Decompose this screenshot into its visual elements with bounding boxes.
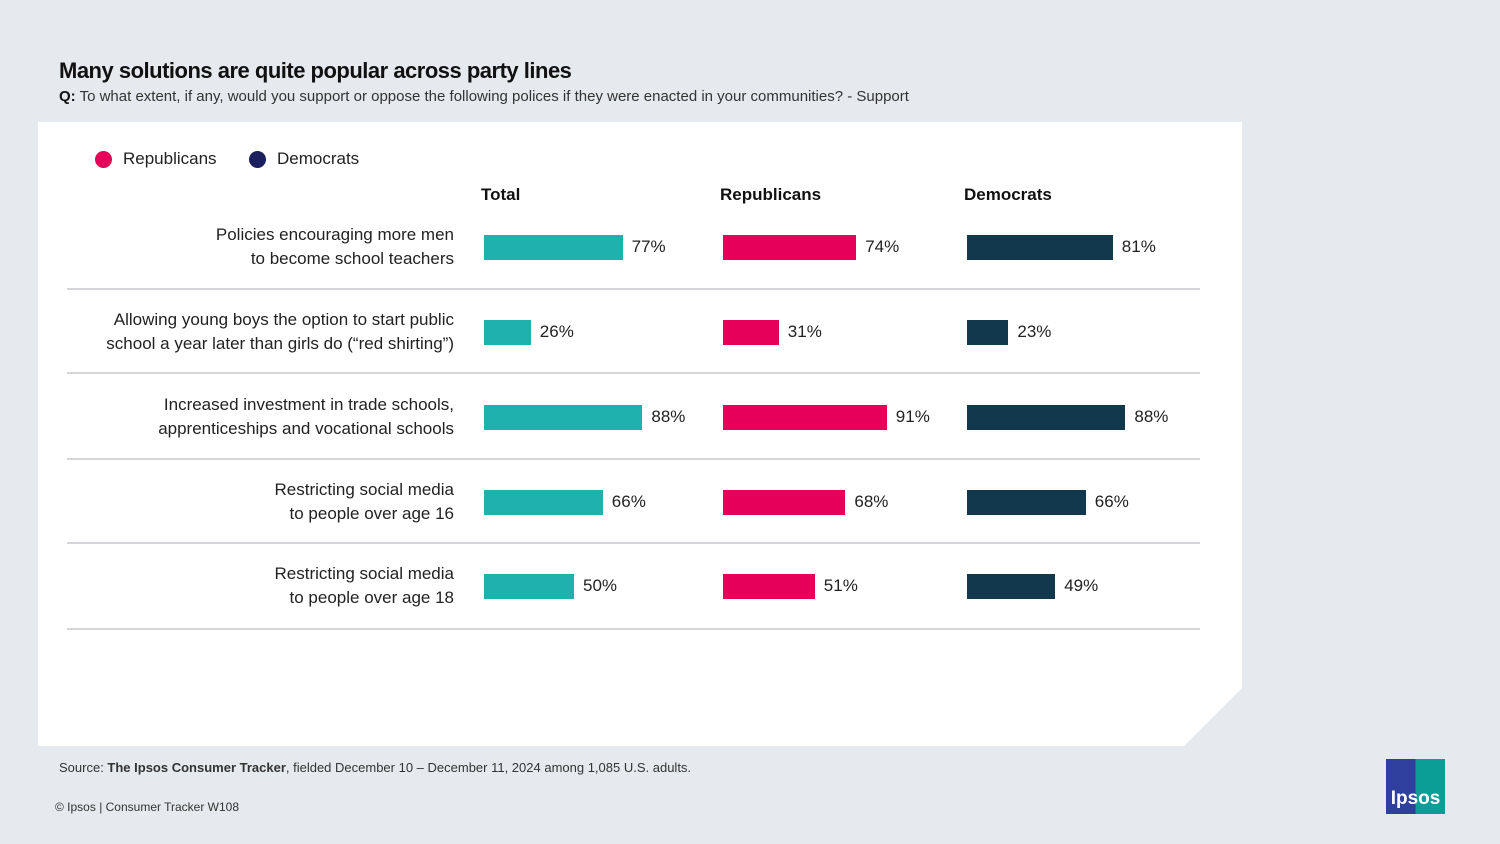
data-label: 66% [611, 492, 646, 511]
bar-democrats [967, 405, 1126, 430]
category-label: Increased investment in trade schools, ap… [34, 393, 454, 441]
data-label: 31% [787, 322, 822, 341]
bar-total [484, 490, 603, 515]
ipsos-logo: Ipsos [1386, 759, 1445, 814]
category-label-line: apprenticeships and vocational schools [158, 419, 454, 438]
bar-democrats [967, 574, 1056, 599]
row-divider [67, 628, 1200, 630]
bar-total [484, 405, 643, 430]
row-divider [67, 288, 1200, 290]
category-label-line: to people over age 18 [289, 588, 454, 607]
source-prefix: Source: [59, 760, 108, 775]
bar-republicans [723, 320, 779, 345]
data-label: 68% [854, 492, 889, 511]
category-label: Allowing young boys the option to start … [34, 308, 454, 356]
row-divider [67, 458, 1200, 460]
source-text: , fielded December 10 – December 11, 202… [285, 760, 692, 775]
column-header: Democrats [964, 185, 1052, 204]
bar-republicans [723, 490, 846, 515]
chart-subtitle: Q: To what extent, if any, would you sup… [59, 88, 909, 105]
data-label: 77% [631, 237, 666, 256]
data-label: 88% [1134, 407, 1169, 426]
legend-dot-icon [249, 150, 266, 168]
question-text: To what extent, if any, would you suppor… [79, 88, 909, 105]
question-prefix: Q: [59, 88, 76, 105]
bar-democrats [967, 235, 1113, 260]
category-label-line: Allowing young boys the option to start … [113, 310, 454, 329]
data-label: 91% [895, 407, 930, 426]
category-label-line: to people over age 16 [289, 504, 454, 523]
row-divider [67, 372, 1200, 374]
category-label-line: school a year later than girls do (“red … [106, 334, 454, 353]
category-label-line: to become school teachers [250, 249, 454, 268]
row-divider [67, 542, 1200, 544]
legend-item: Republicans [95, 149, 217, 169]
bar-democrats [967, 490, 1086, 515]
data-label: 23% [1017, 322, 1052, 341]
legend-dot-icon [95, 150, 112, 168]
bar-total [484, 320, 531, 345]
bar-democrats [967, 320, 1009, 345]
chart-title: Many solutions are quite popular across … [59, 58, 572, 83]
data-label: 50% [583, 576, 618, 595]
data-label: 51% [823, 576, 858, 595]
bar-total [484, 235, 623, 260]
source-name: The Ipsos Consumer Tracker [107, 760, 286, 775]
category-label: Restricting social media to people over a… [34, 562, 454, 610]
data-label: 49% [1064, 576, 1099, 595]
column-header: Republicans [720, 185, 822, 204]
legend-item: Democrats [249, 149, 359, 169]
category-label-line: Increased investment in trade schools, [163, 395, 454, 414]
category-label: Policies encouraging more men to become s… [34, 223, 454, 271]
category-label-line: Policies encouraging more men [215, 225, 454, 244]
data-label: 81% [1121, 237, 1156, 256]
bar-republicans [723, 405, 887, 430]
category-label-line: Restricting social media [274, 564, 454, 583]
column-header: Total [481, 185, 521, 204]
bar-total [484, 574, 574, 599]
source-note: Source: The Ipsos Consumer Tracker, fiel… [59, 760, 691, 775]
category-label-line: Restricting social media [274, 480, 454, 499]
copyright: © Ipsos | Consumer Tracker W108 [55, 800, 240, 814]
data-label: 66% [1094, 492, 1129, 511]
bar-republicans [723, 574, 815, 599]
chart-card [38, 122, 1242, 746]
category-label: Restricting social media to people over a… [34, 478, 454, 526]
data-label: 26% [539, 322, 574, 341]
data-label: 74% [865, 237, 900, 256]
legend-label: Democrats [277, 149, 360, 168]
data-label: 88% [651, 407, 686, 426]
legend-label: Republicans [123, 149, 217, 168]
bar-republicans [723, 235, 857, 260]
